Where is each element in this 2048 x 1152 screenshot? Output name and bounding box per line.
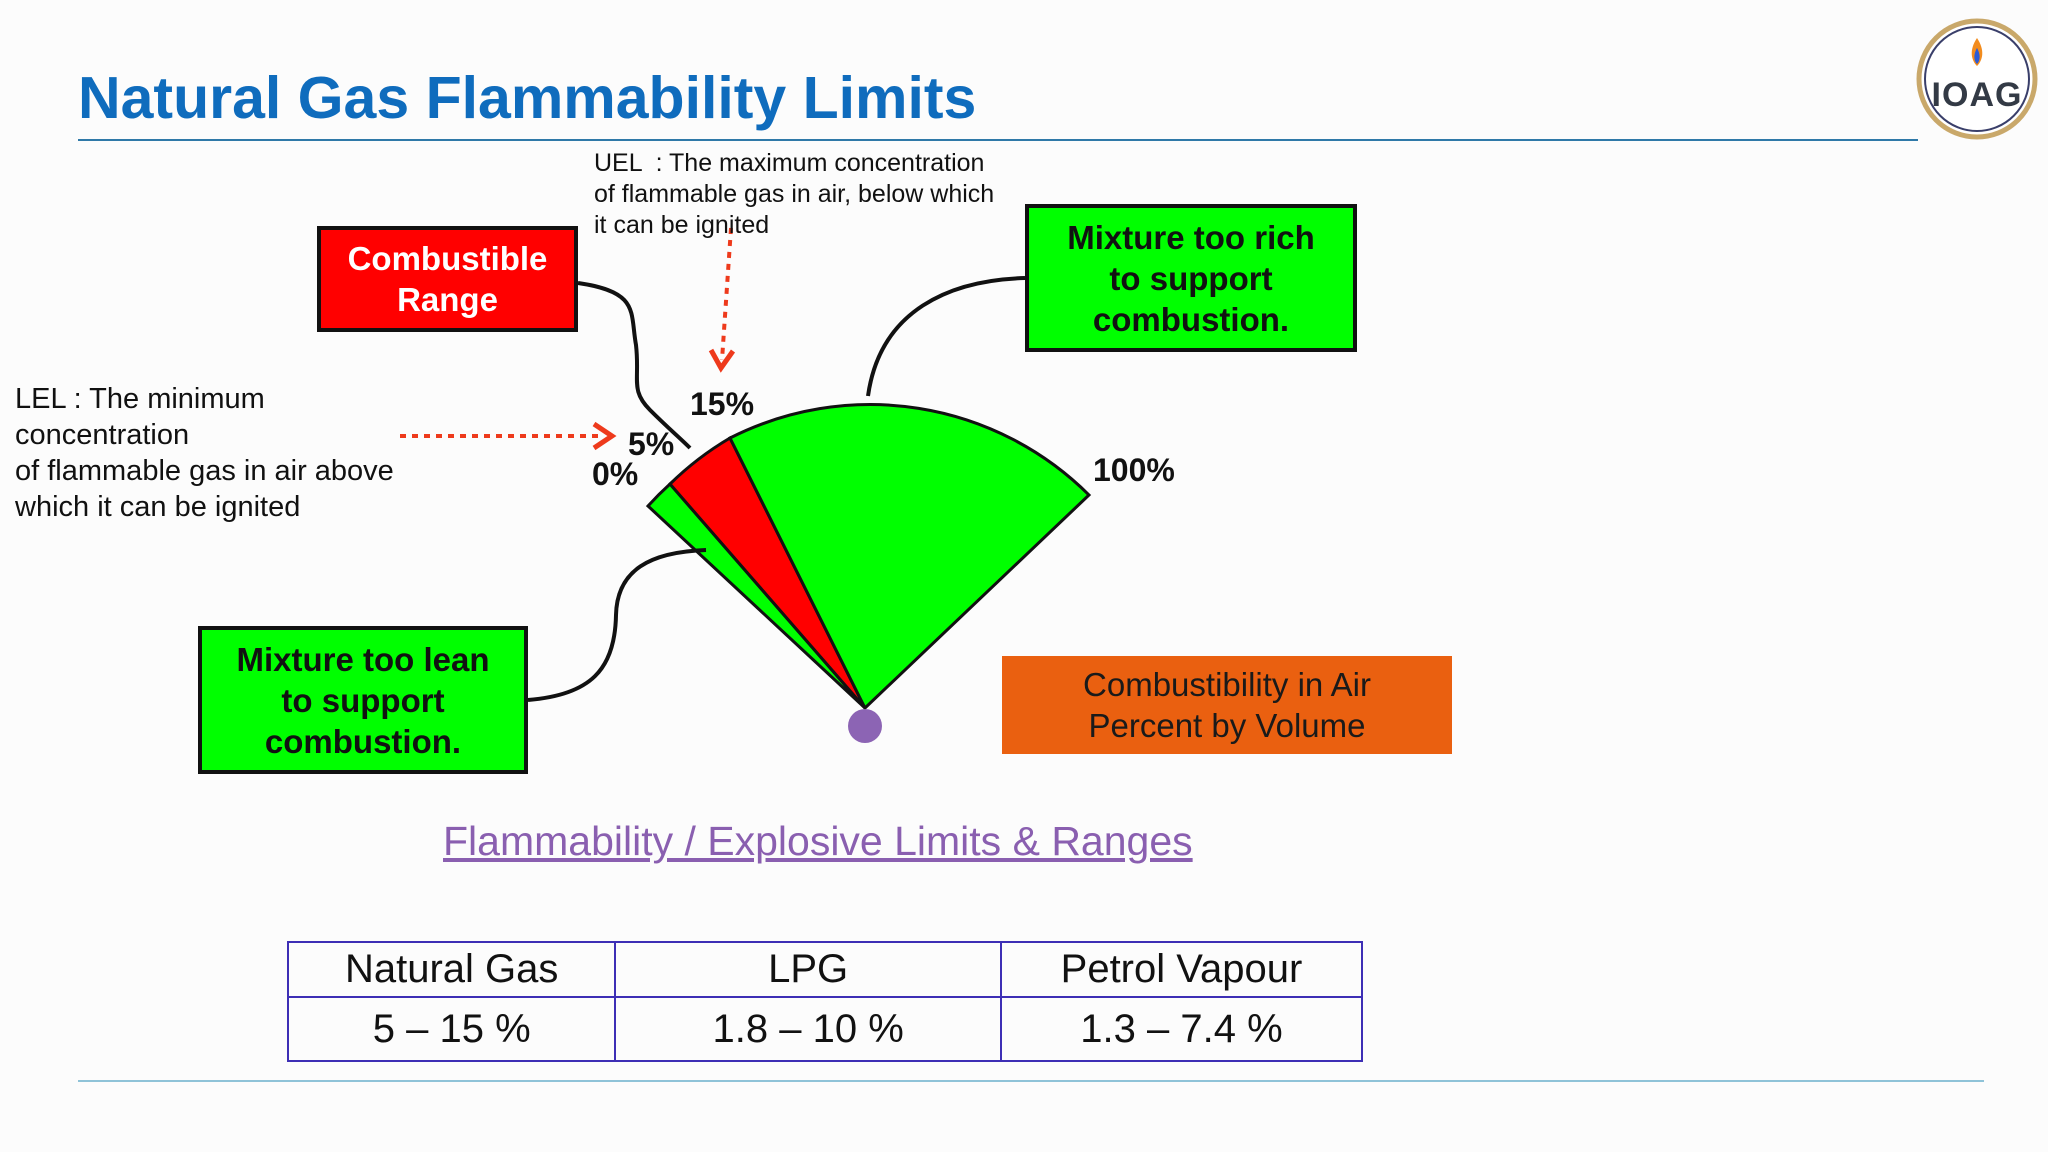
pct-5-label: 5%: [628, 426, 675, 462]
uel-arrow-line: [720, 227, 733, 361]
uel-arrowhead-icon: [708, 348, 736, 373]
value-lpg: 1.8 – 10 %: [614, 996, 1002, 1062]
combustible-connector: [577, 281, 692, 450]
slide-title: Natural Gas Flammability Limits: [78, 65, 977, 131]
logo-ring-icon: [1916, 18, 2038, 140]
footer-divider: [78, 1080, 1984, 1082]
limits-ranges-link[interactable]: Flammability / Explosive Limits & Ranges: [443, 818, 1193, 864]
header-natural-gas: Natural Gas: [286, 941, 617, 998]
mixture-rich-box: Mixture too rich to support combustion.: [1025, 204, 1357, 352]
mixture-rich-label: Mixture too rich to support combustion.: [1067, 218, 1315, 338]
combustible-range-label: Combustible Range: [347, 240, 548, 318]
header-petrol-vapour: Petrol Vapour: [999, 941, 1364, 998]
limits-table: Natural Gas LPG Petrol Vapour 5 – 15 % 1…: [286, 941, 1364, 1062]
mixture-lean-box: Mixture too lean to support combustion.: [198, 626, 528, 774]
value-petrol-vapour: 1.3 – 7.4 %: [999, 996, 1364, 1062]
table-row: 5 – 15 % 1.8 – 10 % 1.3 – 7.4 %: [286, 996, 1364, 1062]
lel-arrowhead-icon: [592, 421, 617, 451]
rich-connector: [866, 276, 1026, 397]
logo-text: IOAG: [1931, 76, 2023, 114]
title-divider: [78, 139, 1918, 141]
ioag-logo: IOAG: [1914, 16, 2040, 142]
uel-note: UEL : The maximum concentration of flamm…: [594, 149, 995, 239]
lel-note: LEL : The minimum concentration of flamm…: [15, 383, 394, 523]
table-header-row: Natural Gas LPG Petrol Vapour: [286, 941, 1364, 998]
axis-label-box: Combustibility in Air Percent by Volume: [1002, 656, 1452, 754]
axis-label: Combustibility in Air Percent by Volume: [1083, 666, 1371, 744]
pct-0-label: 0%: [592, 456, 639, 492]
mixture-lean-label: Mixture too lean to support combustion.: [236, 640, 490, 760]
pct-100-label: 100%: [1093, 452, 1175, 488]
value-natural-gas: 5 – 15 %: [286, 996, 617, 1062]
pivot-dot: [848, 709, 882, 743]
lean-connector: [527, 548, 707, 702]
pct-15-label: 15%: [690, 386, 755, 422]
combustible-range-box: Combustible Range: [317, 226, 578, 332]
rich-sector: [727, 403, 1092, 711]
header-lpg: LPG: [614, 941, 1002, 998]
